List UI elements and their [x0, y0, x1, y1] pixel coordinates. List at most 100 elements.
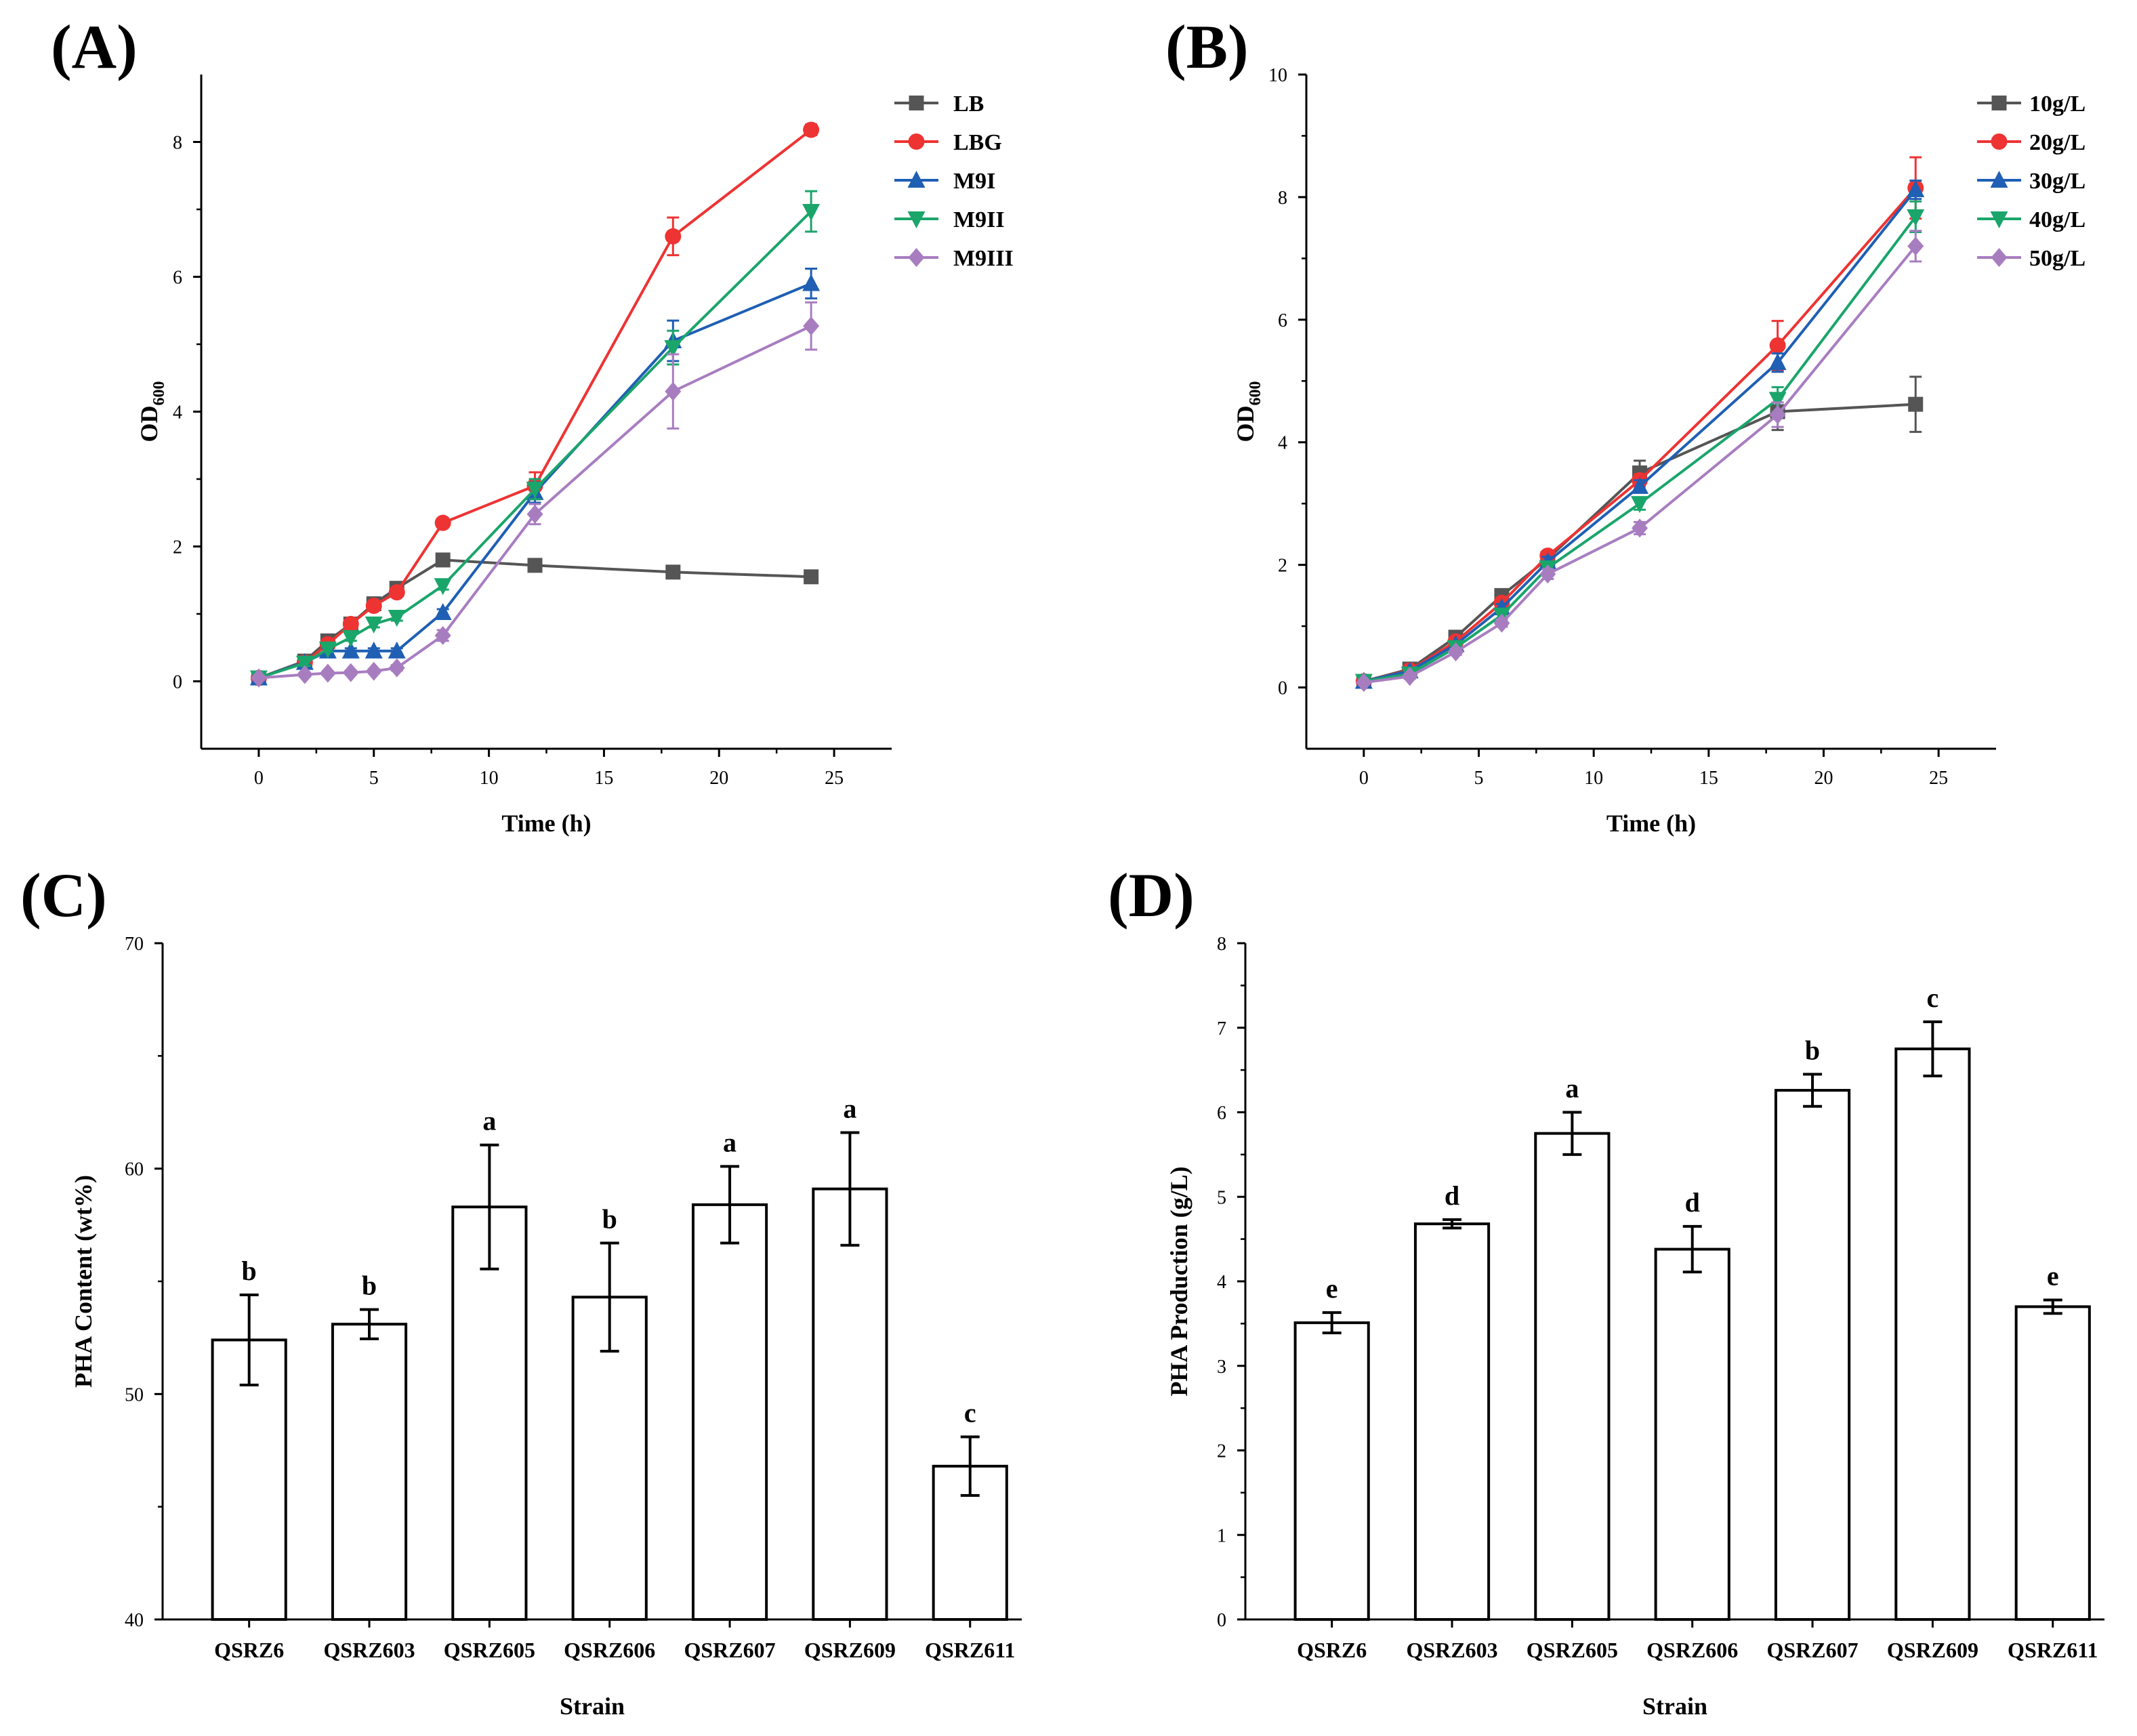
legend-label: 10g/L: [2029, 91, 2086, 117]
data-point: [319, 663, 336, 683]
y-tick-label: 1: [1217, 1525, 1226, 1546]
data-point: [388, 641, 406, 659]
legend-marker: [907, 171, 926, 188]
data-point: [1769, 405, 1786, 425]
data-point: [1768, 392, 1787, 409]
y-tick-label: 0: [173, 672, 182, 693]
legend-marker: [909, 96, 924, 110]
x-tick-label: QSRZ609: [1887, 1638, 1978, 1662]
series-M9II: [249, 190, 821, 688]
x-tick-label: 25: [1929, 768, 1948, 789]
data-point: [526, 481, 544, 499]
legend-label: 50g/L: [2029, 246, 2086, 271]
data-point: [526, 504, 543, 524]
y-axis-title-subscript: 600: [1247, 381, 1264, 406]
bar: [1654, 1247, 1730, 1621]
significance-letter: d: [1445, 1180, 1459, 1211]
x-tick-label: QSRZ606: [564, 1638, 655, 1662]
panel-label: (D): [1108, 861, 1195, 930]
y-tick-label: 60: [125, 1159, 144, 1180]
y-tick-label: 6: [1217, 1103, 1226, 1124]
series-line: [1363, 215, 1917, 683]
chart-panel-c: (C) 40 50 60 70 b QSRZ6 b QSRZ603 a QSRZ605 b QSRZ60…: [20, 861, 1022, 1720]
bar: [691, 1203, 768, 1621]
y-axis-title: PHA Content (wt%): [70, 1175, 97, 1388]
legend-label: 40g/L: [2029, 207, 2086, 232]
data-point: [295, 655, 314, 673]
chart-panel-d: (D) 0 1 2 3 4 5 6 7 8 e QSRZ6 d QSRZ603 a QSRZ605 d QSRZ6…: [1108, 861, 2104, 1720]
y-tick-label: 8: [1217, 934, 1226, 955]
data-point: [365, 598, 382, 615]
y-tick-label: 40: [125, 1610, 144, 1631]
series-M9III: [250, 301, 820, 688]
x-tick-label: QSRZ609: [804, 1638, 896, 1662]
y-tick-label: 4: [1278, 433, 1287, 454]
y-tick-label: 8: [1278, 188, 1287, 209]
data-point: [342, 663, 359, 682]
data-point: [365, 661, 382, 681]
x-tick-label: 5: [1474, 768, 1484, 789]
significance-letter: e: [2047, 1260, 2059, 1291]
series-20g/L: [1355, 156, 1924, 690]
legend-marker: [1991, 133, 2008, 150]
data-point: [388, 609, 406, 627]
x-tick-label: QSRZ603: [1406, 1638, 1497, 1662]
y-tick-label: 0: [1278, 678, 1287, 699]
y-axis-title-main: OD: [1232, 406, 1259, 442]
y-tick-label: 7: [1217, 1018, 1226, 1039]
legend-label: M9III: [953, 246, 1014, 271]
y-tick-label: 50: [125, 1384, 144, 1405]
x-tick-label: QSRZ611: [2008, 1638, 2098, 1662]
data-point: [1907, 209, 1925, 226]
y-axis-title: PHA Production (g/L): [1165, 1166, 1192, 1396]
series-line: [1363, 402, 1916, 683]
x-tick-label: 10: [480, 768, 499, 789]
legend-label: 30g/L: [2029, 169, 2086, 194]
y-tick-label: 2: [173, 537, 182, 558]
bar: [2014, 1305, 2091, 1621]
significance-letter: b: [362, 1270, 377, 1301]
x-tick-label: 20: [709, 768, 728, 789]
data-point: [802, 274, 821, 291]
legend-label: LBG: [953, 130, 1002, 155]
y-tick-label: 2: [1278, 556, 1287, 577]
significance-letter: e: [1326, 1273, 1338, 1304]
significance-letter: a: [1565, 1073, 1579, 1104]
significance-letter: d: [1685, 1187, 1700, 1218]
x-tick-label: QSRZ605: [1527, 1638, 1618, 1662]
data-point: [1907, 180, 1925, 198]
data-point: [1355, 673, 1372, 693]
legend: 10g/L 20g/L 30g/L 40g/L 50g/L: [1977, 91, 2086, 271]
data-point: [804, 569, 819, 585]
bar: [1534, 1132, 1611, 1621]
y-axis-title-main: OD: [136, 406, 163, 442]
x-tick-label: QSRZ6: [214, 1638, 284, 1662]
x-axis-title: Strain: [1642, 1693, 1707, 1720]
significance-letter: a: [723, 1127, 736, 1157]
panel-label: (C): [20, 861, 107, 930]
y-tick-label: 70: [125, 934, 144, 955]
legend-marker: [908, 133, 925, 150]
legend-marker: [907, 211, 926, 228]
x-tick-label: QSRZ605: [444, 1638, 535, 1662]
x-tick-label: 15: [594, 768, 613, 789]
x-tick-label: 20: [1814, 768, 1833, 789]
y-axis-title: OD600: [1232, 381, 1264, 442]
significance-letter: b: [1805, 1035, 1820, 1065]
legend-label: LB: [953, 91, 984, 117]
x-axis-title: Time (h): [1606, 810, 1696, 837]
y-tick-label: 8: [173, 133, 182, 154]
y-axis-title-subscript: 600: [150, 381, 168, 406]
data-point: [1447, 642, 1464, 662]
series-LB: [251, 552, 819, 686]
x-tick-label: QSRZ607: [1766, 1638, 1858, 1662]
significance-letter: b: [242, 1256, 257, 1286]
y-tick-label: 0: [1217, 1610, 1226, 1631]
series-line: [1363, 188, 1917, 683]
x-tick-label: 15: [1699, 768, 1718, 789]
y-tick-label: 4: [1217, 1272, 1226, 1293]
x-tick-label: QSRZ6: [1297, 1638, 1367, 1662]
y-tick-label: 6: [173, 268, 182, 289]
data-point: [342, 615, 359, 632]
data-point: [434, 625, 451, 645]
